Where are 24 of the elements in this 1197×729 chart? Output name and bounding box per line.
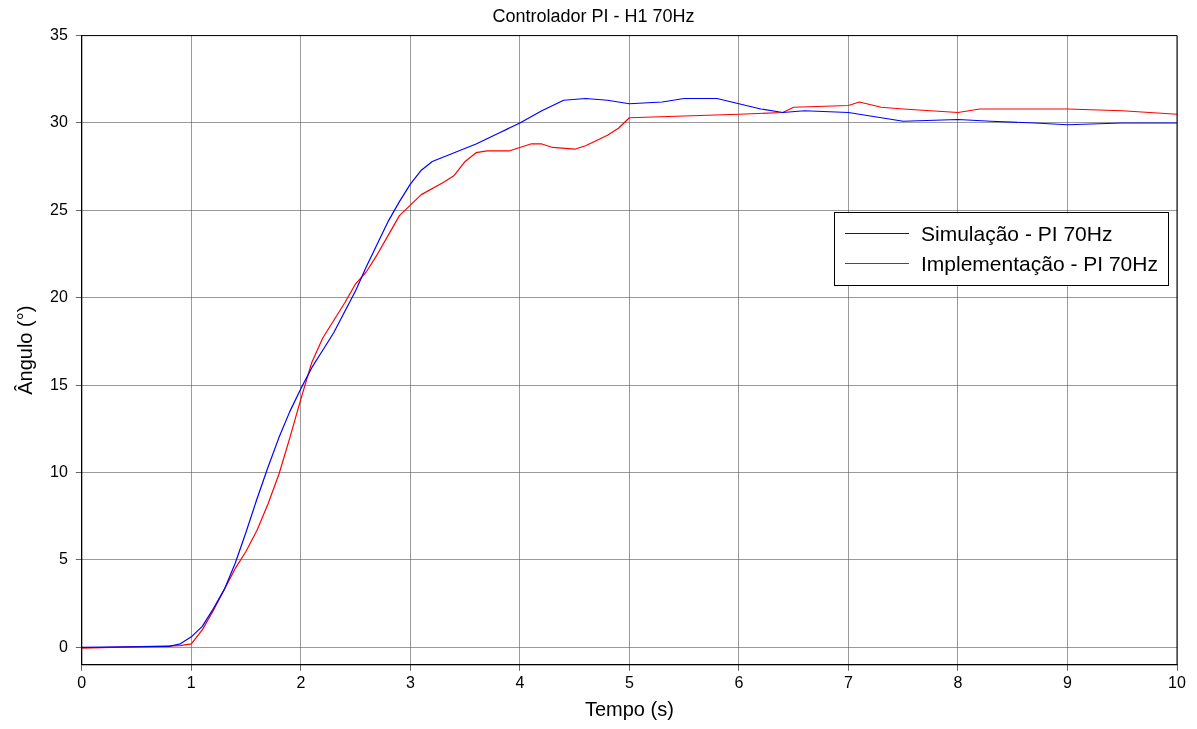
y-tick-label: 35 — [50, 26, 68, 44]
legend-label: Implementação - PI 70Hz — [921, 250, 1158, 277]
x-tick-label: 10 — [1168, 673, 1186, 691]
x-axis-title: Tempo (s) — [584, 697, 674, 720]
y-tick-label: 20 — [50, 288, 68, 306]
y-axis-title: Ângulo (°) — [13, 305, 36, 395]
x-tick-label: 7 — [843, 673, 853, 691]
y-tick-label: 30 — [50, 113, 68, 131]
legend-label: Simulação - PI 70Hz — [921, 220, 1113, 247]
x-tick-label: 5 — [624, 673, 634, 691]
y-tick-label: 10 — [50, 462, 68, 480]
chart-title: Controlador PI - H1 70Hz — [492, 5, 695, 26]
y-tick-label: 0 — [58, 637, 68, 655]
x-tick-label: 2 — [296, 673, 306, 691]
x-tick-label: 6 — [734, 673, 744, 691]
x-tick-label: 1 — [186, 673, 196, 691]
x-tick-label: 0 — [77, 673, 87, 691]
x-tick-label: 4 — [515, 673, 525, 691]
x-tick-label: 8 — [953, 673, 963, 691]
x-tick-label: 9 — [1063, 673, 1073, 691]
x-tick-label: 3 — [405, 673, 415, 691]
y-tick-label: 25 — [50, 200, 68, 218]
y-tick-label: 15 — [50, 375, 68, 393]
y-tick-label: 5 — [58, 550, 68, 568]
